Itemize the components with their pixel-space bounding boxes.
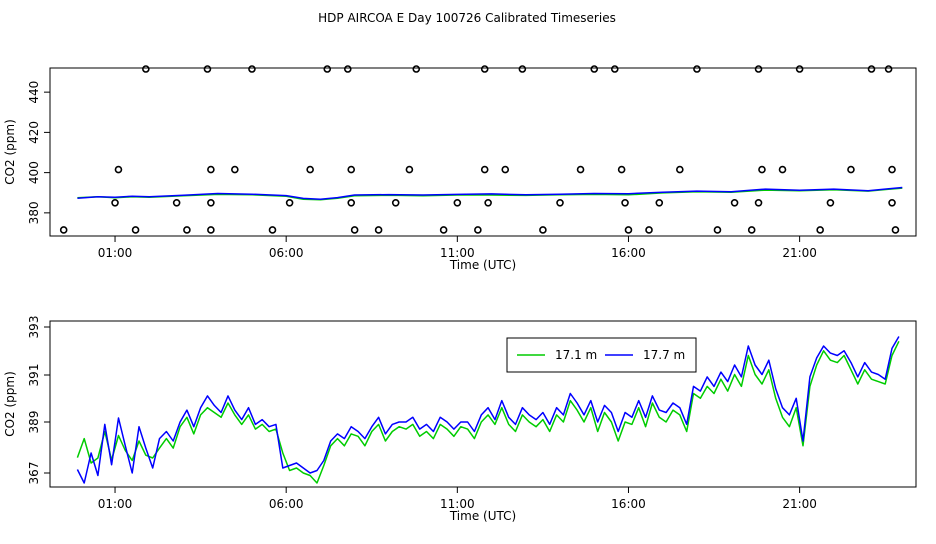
scatter-point [439, 226, 448, 234]
series-line-s17_1 [76, 340, 900, 484]
scatter-point [556, 199, 564, 207]
x-axis-label: Time (UTC) [449, 509, 516, 523]
scatter-point [374, 226, 383, 234]
y-axis-label: CO2 (ppm) [3, 119, 17, 185]
scatter-point [617, 165, 626, 174]
scatter-point [347, 199, 356, 207]
scatter-point [203, 65, 212, 73]
y-tick-label: 400 [27, 161, 41, 184]
scatter-point [655, 199, 664, 207]
scatter-point [484, 199, 492, 207]
scatter-point [350, 226, 359, 234]
plot-frame [49, 320, 917, 488]
x-tick-label: 01:00 [98, 246, 133, 260]
scatter-point [778, 165, 787, 174]
scatter-point [142, 65, 150, 73]
scatter-point [891, 226, 900, 234]
scatter-point [391, 199, 400, 207]
x-tick-label: 16:00 [611, 246, 646, 260]
x-tick-label: 01:00 [98, 497, 133, 511]
x-tick-label: 11:00 [440, 246, 475, 260]
scatter-point [610, 65, 619, 73]
scatter-point [518, 65, 527, 73]
x-tick-label: 06:00 [269, 497, 304, 511]
y-tick-label: 389 [27, 411, 41, 434]
y-tick-label: 380 [27, 201, 41, 224]
scatter-point [207, 165, 215, 174]
scatter-point [131, 226, 140, 234]
scatter-point [576, 165, 585, 174]
x-tick-label: 21:00 [782, 246, 817, 260]
x-tick-label: 06:00 [269, 246, 304, 260]
scatter-point [645, 226, 653, 234]
scatter-point [888, 165, 896, 174]
scatter-point [730, 199, 739, 207]
scatter-point [347, 165, 356, 174]
x-tick-label: 16:00 [611, 497, 646, 511]
scatter-point [59, 226, 68, 234]
scatter-point [747, 226, 756, 234]
scatter-point [867, 65, 876, 73]
scatter-point [207, 226, 215, 234]
scatter-point [693, 65, 701, 73]
y-tick-label: 420 [27, 121, 41, 144]
scatter-point [231, 165, 239, 174]
x-tick-label: 21:00 [782, 497, 817, 511]
scatter-point [474, 226, 482, 234]
scatter-point [172, 199, 181, 207]
top-panel: 01:00 06:00 11:00 16:00 21:00 Time (UTC) 380 40… [3, 65, 917, 272]
scatter-point [323, 65, 332, 73]
plot-frame [49, 67, 917, 237]
x-axis-label: Time (UTC) [449, 258, 516, 272]
scatter-point [453, 199, 462, 207]
y-tick-label: 440 [27, 81, 41, 104]
scatter-point [816, 226, 824, 234]
scatter-point [248, 65, 256, 73]
scatter-point [754, 199, 763, 207]
scatter-point [621, 199, 629, 207]
y-tick-label: 367 [27, 462, 41, 485]
scatter-point [758, 165, 766, 174]
scatter-point [343, 65, 352, 73]
scatter-point [268, 226, 277, 234]
scatter-point [713, 226, 722, 234]
scatter-point [676, 165, 684, 174]
scatter-point [285, 199, 294, 207]
legend: 17.1 m 17.7 m [506, 337, 697, 373]
scatter-point [884, 65, 893, 73]
scatter-point [754, 65, 763, 73]
scatter-point [111, 199, 119, 207]
series-line-s17_7 [77, 186, 903, 200]
bottom-panel: 01:00 06:00 11:00 16:00 21:00 Time (UTC) 367 38… [3, 316, 917, 523]
scatter-point [114, 165, 123, 174]
legend-label: 17.7 m [643, 348, 685, 362]
scatter-point [207, 199, 215, 207]
scatter-point [306, 165, 314, 174]
scatter-point [183, 226, 191, 234]
chart-title: HDP AIRCOA E Day 100726 Calibrated Times… [318, 11, 616, 25]
scatter-point [501, 165, 510, 174]
x-tick-label: 11:00 [440, 497, 475, 511]
scatter-point [624, 226, 633, 234]
y-axis-label: CO2 (ppm) [3, 371, 17, 437]
scatter-point [539, 226, 547, 234]
legend-label: 17.1 m [555, 348, 597, 362]
scatter-point [590, 65, 599, 73]
y-tick-label: 393 [27, 316, 41, 339]
scatter-point [405, 165, 414, 174]
scatter-point [480, 165, 489, 174]
scatter-point [795, 65, 804, 73]
scatter-point [826, 199, 835, 207]
scatter-point [888, 199, 896, 207]
scatter-point [847, 165, 855, 174]
scatter-point [412, 65, 421, 73]
scatter-point [480, 65, 489, 73]
y-tick-label: 391 [27, 364, 41, 387]
series-line-s17_7 [76, 336, 900, 484]
